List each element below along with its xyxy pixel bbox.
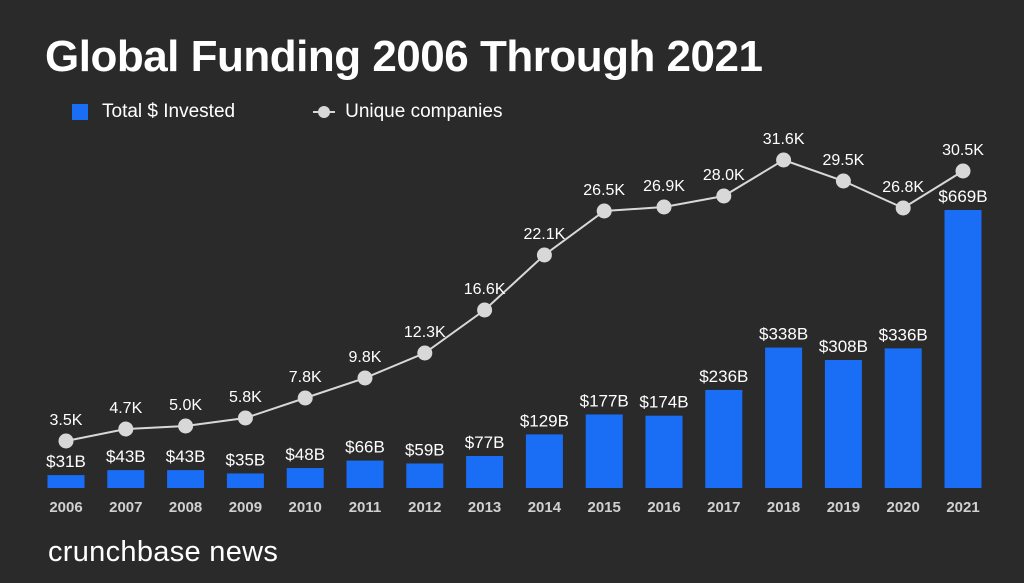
bar-2019 <box>824 360 862 488</box>
line-point-2012 <box>417 345 433 361</box>
line-value-label-2018: 31.6K <box>763 131 805 148</box>
bar-value-label-2020: $336B <box>879 325 928 344</box>
legend-label-unique-companies: Unique companies <box>345 101 503 122</box>
x-tick-label-2016: 2016 <box>647 499 680 516</box>
bar-2011 <box>346 460 384 488</box>
line-point-2021 <box>955 163 971 179</box>
bar-value-label-2015: $177B <box>580 391 629 410</box>
bar-2015 <box>585 414 623 488</box>
line-point-2013 <box>477 302 493 318</box>
legend-item-unique-companies: Unique companies <box>313 101 502 123</box>
line-point-2017 <box>716 188 732 204</box>
line-value-label-2008: 5.0K <box>169 397 202 414</box>
line-point-2009 <box>237 410 253 426</box>
x-tick-label-2009: 2009 <box>229 499 262 516</box>
line-point-2007 <box>118 421 134 437</box>
line-point-2018 <box>776 152 792 168</box>
bar-2021 <box>944 210 982 488</box>
x-tick-label-2017: 2017 <box>707 499 740 516</box>
x-tick-label-2019: 2019 <box>827 499 860 516</box>
bar-2020 <box>884 348 922 488</box>
bar-2006 <box>47 475 85 488</box>
bar-2018 <box>765 347 803 488</box>
line-value-label-2015: 26.5K <box>583 182 625 199</box>
line-value-label-2020: 26.8K <box>882 179 924 196</box>
crunchbase-news-logo: crunchbase news <box>48 536 279 568</box>
bar-value-label-2007: $43B <box>106 447 146 466</box>
line-point-2006 <box>58 433 74 449</box>
bar-value-label-2013: $77B <box>465 433 505 452</box>
x-tick-label-2012: 2012 <box>408 499 441 516</box>
bar-2014 <box>525 434 563 488</box>
x-tick-label-2014: 2014 <box>528 499 562 516</box>
legend-item-total-invested: Total $ Invested <box>72 101 235 123</box>
line-point-2010 <box>297 390 313 406</box>
line-series-group <box>58 152 971 449</box>
bar-value-label-2019: $308B <box>819 337 868 356</box>
line-point-2015 <box>596 203 612 219</box>
bar-value-label-2011: $66B <box>345 438 385 457</box>
bar-value-label-2017: $236B <box>699 367 748 386</box>
x-tick-label-2006: 2006 <box>49 499 82 516</box>
x-tick-label-2007: 2007 <box>109 499 142 516</box>
bars-group <box>47 210 982 488</box>
bar-value-label-2008: $43B <box>166 447 206 466</box>
line-value-label-2006: 3.5K <box>50 412 83 429</box>
line-point-2008 <box>178 418 194 434</box>
line-value-label-2011: 9.8K <box>349 349 382 366</box>
line-value-label-2016: 26.9K <box>643 178 685 195</box>
line-value-label-2021: 30.5K <box>942 142 984 159</box>
x-tick-label-2011: 2011 <box>349 499 382 516</box>
line-point-2016 <box>656 199 672 215</box>
bar-2016 <box>645 415 683 488</box>
bar-value-label-2021: $669B <box>938 187 987 206</box>
line-point-2014 <box>536 247 552 263</box>
bar-labels-group: $31B $43B $43B $35B $48B $66B $59B $77B $129B $17… <box>46 187 987 471</box>
line-value-label-2012: 12.3K <box>404 324 446 341</box>
legend-label-total-invested: Total $ Invested <box>102 101 236 122</box>
bar-value-label-2012: $59B <box>405 440 445 459</box>
x-tick-label-2008: 2008 <box>169 499 202 516</box>
line-marker-icon <box>313 105 336 119</box>
bar-2007 <box>107 470 145 488</box>
line-value-label-2013: 16.6K <box>464 281 506 298</box>
bar-2012 <box>406 463 444 488</box>
line-point-2011 <box>357 370 373 386</box>
line-value-label-2010: 7.8K <box>289 369 322 386</box>
x-tick-label-2021: 2021 <box>946 499 979 516</box>
line-point-2019 <box>835 173 851 189</box>
line-value-label-2007: 4.7K <box>109 400 142 417</box>
chart-title: Global Funding 2006 Through 2021 <box>45 32 763 81</box>
line-value-label-2014: 22.1K <box>523 226 565 243</box>
bar-value-label-2009: $35B <box>226 450 266 469</box>
x-tick-label-2018: 2018 <box>767 499 800 516</box>
line-value-label-2017: 28.0K <box>703 167 745 184</box>
line-value-label-2009: 5.8K <box>229 389 262 406</box>
bar-swatch-icon <box>72 104 88 120</box>
bar-2008 <box>167 470 205 488</box>
unique-companies-line <box>65 158 964 442</box>
bar-2010 <box>286 468 324 488</box>
bar-value-label-2014: $129B <box>520 411 569 430</box>
bar-2013 <box>466 456 504 488</box>
bar-2017 <box>705 389 743 488</box>
line-labels-group: 3.5K 4.7K 5.0K 5.8K 7.8K 9.8K 12.3K 16.6K 22.1K 2… <box>50 131 985 429</box>
line-value-label-2019: 29.5K <box>822 152 864 169</box>
bar-2009 <box>226 473 264 488</box>
x-tick-label-2020: 2020 <box>887 499 920 516</box>
x-axis-ticks: 2006 2007 2008 2009 2010 2011 2012 2013 2014 2015… <box>49 499 979 516</box>
x-tick-label-2010: 2010 <box>289 499 322 516</box>
bar-value-label-2016: $174B <box>639 393 688 412</box>
bar-value-label-2006: $31B <box>46 452 86 471</box>
chart-legend: Total $ Invested Unique companies <box>72 101 580 123</box>
x-tick-label-2013: 2013 <box>468 499 501 516</box>
line-point-2020 <box>895 200 911 216</box>
bar-value-label-2018: $338B <box>759 325 808 344</box>
x-tick-label-2015: 2015 <box>588 499 621 516</box>
bar-value-label-2010: $48B <box>285 445 325 464</box>
